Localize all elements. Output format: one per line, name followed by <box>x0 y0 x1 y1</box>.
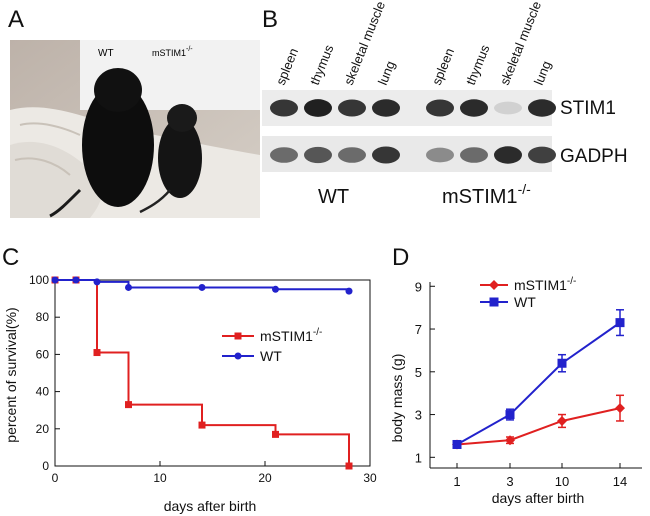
bodymass-point-mutant <box>505 435 515 446</box>
y-tick-label: 40 <box>36 385 50 399</box>
band-stim1 <box>460 99 488 117</box>
legend-marker <box>234 352 242 360</box>
lane-label: lung <box>375 59 398 87</box>
panel-label-d: D <box>392 244 410 271</box>
x-tick-label: 0 <box>52 471 59 485</box>
survival-series-line <box>55 279 350 466</box>
survival-point-mutant <box>198 421 206 429</box>
band-stim1 <box>270 99 298 117</box>
legend-label: mSTIM1-/- <box>260 327 322 344</box>
y-tick-label: 20 <box>36 422 50 436</box>
y-tick-label: 9 <box>415 279 422 294</box>
bodymass-point-mutant <box>615 403 625 414</box>
survival-point-mutant <box>272 430 279 438</box>
band-gadph <box>304 146 332 164</box>
y-tick-label: 100 <box>29 273 49 287</box>
bodymass-series-line <box>456 321 621 446</box>
x-tick-label: 20 <box>258 471 272 485</box>
band-gadph <box>494 146 522 164</box>
bodymass-point-wt <box>615 318 625 328</box>
survival-point-mutant <box>345 462 353 470</box>
bodymass-point-wt <box>557 358 567 368</box>
y-tick-label: 5 <box>415 365 422 380</box>
band-gadph <box>426 147 454 163</box>
survival-chart: 0 20 40 60 80 100 0 10 20 30 mSTIM1-/- WT days aft… <box>3 273 377 514</box>
band-gadph <box>338 147 366 163</box>
survival-point-wt <box>93 278 101 286</box>
group-label-wt: WT <box>318 186 349 208</box>
legend-label: WT <box>514 294 536 310</box>
survival-point-mutant <box>93 349 101 357</box>
group-label-mutant: mSTIM1-/- <box>442 181 531 208</box>
row-label-stim1: STIM1 <box>560 98 616 119</box>
x-tick-label: 14 <box>613 474 627 489</box>
band-stim1 <box>426 99 454 117</box>
band-gadph <box>528 146 556 164</box>
y-tick-label: 1 <box>415 450 422 465</box>
lane-label: spleen <box>429 46 457 87</box>
panel-label-a: A <box>8 6 25 33</box>
survival-point-wt <box>51 276 59 284</box>
x-tick-label: 1 <box>453 474 460 489</box>
lane-label: thymus <box>307 42 337 87</box>
y-tick-label: 80 <box>36 310 50 324</box>
panel-label-b: B <box>262 6 279 33</box>
lane-label: spleen <box>273 46 301 87</box>
band-gadph <box>270 147 298 163</box>
x-tick-label: 10 <box>153 471 167 485</box>
legend-marker <box>489 297 499 307</box>
bodymass-series-line <box>456 407 621 446</box>
y-tick-label: 60 <box>36 347 50 361</box>
mutant-mouse-body <box>158 118 202 198</box>
photo-label-wt: WT <box>98 48 114 59</box>
y-tick-label: 3 <box>415 408 422 423</box>
band-stim1 <box>304 99 332 117</box>
band-stim1 <box>494 101 522 115</box>
survival-point-mutant <box>125 401 132 409</box>
x-tick-label: 30 <box>363 471 377 485</box>
y-tick-label: 7 <box>415 322 422 337</box>
legend-marker <box>489 280 499 290</box>
bodymass-point-wt <box>505 410 515 420</box>
bodymass-point-mutant <box>557 415 567 426</box>
band-stim1 <box>528 99 556 117</box>
x-tick-label: 3 <box>506 474 513 489</box>
survival-x-axis-label: days after birth <box>164 498 257 514</box>
band-gadph <box>372 146 400 164</box>
lane-label: thymus <box>463 42 493 87</box>
legend-marker <box>234 332 242 340</box>
legend-label: WT <box>260 348 282 364</box>
photo-label-mutant: mSTIM1-/- <box>152 46 193 58</box>
survival-point-wt <box>272 285 279 293</box>
mice-photo: WT mSTIM1-/- <box>10 40 260 218</box>
survival-point-wt <box>125 283 132 291</box>
band-stim1 <box>372 99 400 117</box>
band-stim1 <box>338 99 366 117</box>
bodymass-point-wt <box>452 439 462 449</box>
bodymass-x-axis-label: days after birth <box>492 490 585 506</box>
lane-label: lung <box>531 59 554 87</box>
panel-label-c: C <box>2 244 20 271</box>
plot-frame <box>54 279 371 467</box>
row-label-gadph: GADPH <box>560 146 628 167</box>
band-gadph <box>460 147 488 163</box>
bodymass-y-axis-label: body mass (g) <box>389 354 405 443</box>
survival-point-wt <box>72 276 80 284</box>
body-mass-chart: 1 3 5 7 9 1 3 10 14 mSTIM1-/-WT days after birth… <box>389 276 642 506</box>
y-tick-label: 0 <box>42 459 49 473</box>
legend-label: mSTIM1-/- <box>514 276 576 293</box>
survival-point-wt <box>345 287 353 295</box>
survival-y-axis-label: percent of survival(%) <box>3 307 19 442</box>
x-tick-label: 10 <box>555 474 569 489</box>
survival-point-wt <box>198 283 206 291</box>
wt-mouse-body <box>82 83 154 207</box>
